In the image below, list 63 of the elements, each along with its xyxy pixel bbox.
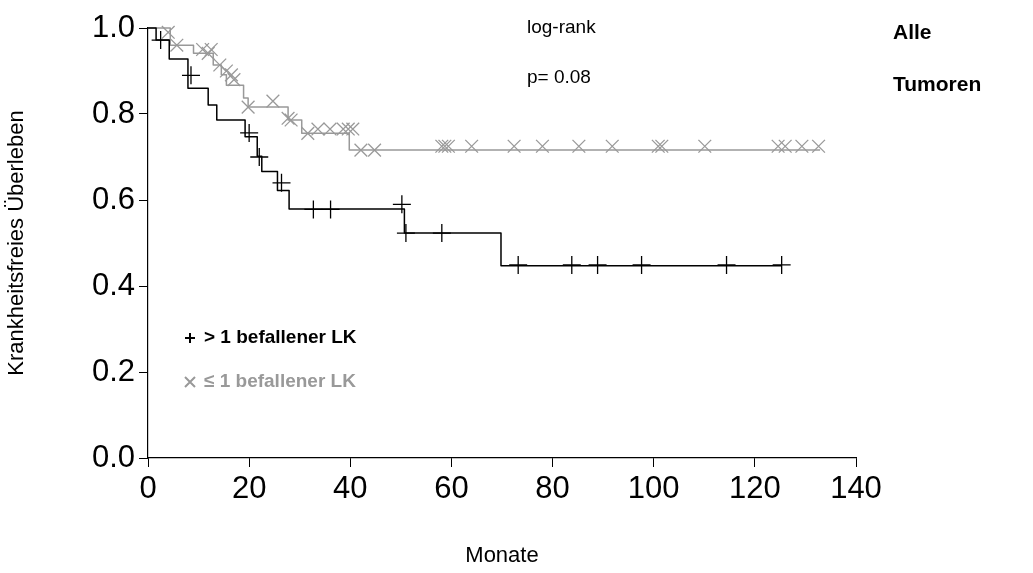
- point: [265, 94, 280, 109]
- point: [353, 143, 368, 158]
- point: [772, 255, 792, 275]
- point: [323, 122, 338, 137]
- text: Alle: [893, 19, 932, 43]
- point: [571, 139, 586, 154]
- x-tick-label: 100: [627, 470, 680, 506]
- point: [310, 122, 325, 137]
- y-tick-label: 1.0: [91, 8, 135, 44]
- point: [201, 46, 216, 61]
- point: [367, 143, 382, 158]
- point: [181, 65, 201, 85]
- point: [169, 38, 184, 53]
- y-tick-label: 0.0: [91, 438, 135, 474]
- x-tick-label: 120: [728, 470, 781, 506]
- x-tick-label: 80: [535, 470, 570, 506]
- point: [392, 194, 412, 214]
- y-tick-label: 0.6: [91, 180, 135, 216]
- y-tick-label: 0.4: [91, 266, 135, 302]
- point: [631, 255, 652, 275]
- point: [535, 139, 550, 154]
- text: Tumoren: [893, 71, 982, 95]
- x-axis-title: Monate: [465, 541, 539, 567]
- point: [204, 42, 219, 57]
- point: [239, 123, 259, 143]
- point: [300, 126, 315, 141]
- x-tick-label: 40: [333, 470, 368, 506]
- annotation: p= 0.08: [527, 66, 591, 88]
- point: [811, 139, 826, 154]
- point: [271, 173, 292, 193]
- point: [605, 139, 620, 154]
- y-axis-title: Krankheitsfreies Überleben: [3, 110, 29, 376]
- x-tick-label: 140: [830, 470, 882, 506]
- x-tick-label: 20: [231, 470, 267, 506]
- point: [341, 122, 356, 137]
- point: [241, 100, 256, 115]
- point: [212, 57, 227, 72]
- point: [464, 139, 479, 154]
- point: [587, 255, 608, 275]
- x-tick-label: 0: [139, 470, 157, 506]
- point: [562, 255, 582, 275]
- point: [195, 42, 210, 57]
- point: [249, 147, 269, 167]
- point: [794, 139, 809, 154]
- point: [716, 255, 737, 275]
- point: [219, 63, 234, 79]
- point: [697, 139, 712, 154]
- y-tick-label: 0.2: [91, 352, 135, 388]
- annotation: log-rank: [527, 16, 597, 38]
- point: [161, 25, 176, 40]
- point: [226, 72, 241, 87]
- point: [441, 139, 456, 154]
- point: [771, 139, 786, 154]
- legend-label: > 1 befallener LK: [204, 326, 357, 348]
- point: [778, 139, 793, 154]
- point: [345, 122, 360, 137]
- legend-label: ≤ 1 befallener LK: [204, 370, 357, 392]
- point: [508, 255, 528, 275]
- point: [507, 139, 522, 154]
- point: [224, 67, 239, 82]
- y-tick-label: 0.8: [91, 94, 135, 130]
- x-tick-label: 60: [434, 470, 469, 506]
- point: [336, 122, 351, 137]
